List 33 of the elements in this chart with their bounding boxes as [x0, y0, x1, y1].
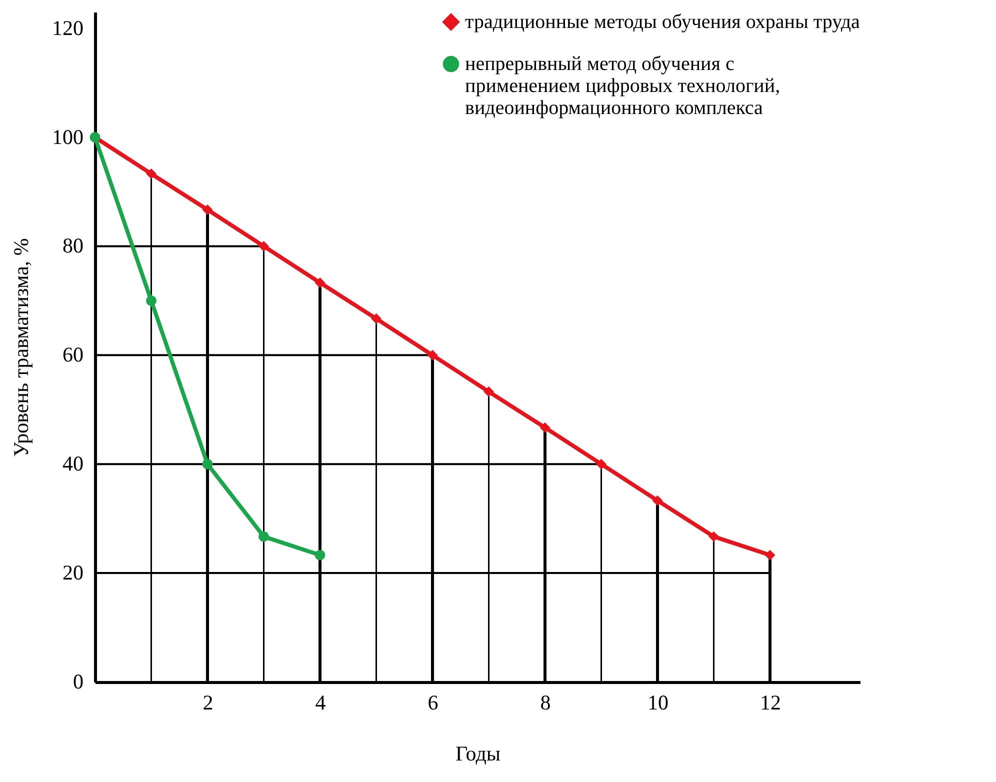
y-axis-title: Уровень травматизма, % [9, 238, 33, 457]
x-axis-title: Годы [456, 742, 500, 766]
y-tick-label: 20 [62, 560, 84, 585]
x-tick-label: 10 [648, 690, 668, 714]
y-tick-label: 80 [62, 234, 84, 258]
point [146, 295, 156, 306]
y-tick-label: 0 [73, 670, 84, 694]
legend-label: традиционные методы обучения охраны труда [465, 11, 860, 33]
point [652, 495, 663, 506]
point [202, 458, 213, 470]
x-tick-label: 6 [428, 690, 438, 714]
point [258, 240, 269, 252]
point [484, 386, 494, 397]
point [596, 458, 606, 470]
legend-label: непрерывный метод обучения с применением цифровых технологий, видеоинформационного комплекса [465, 53, 780, 119]
point [708, 531, 719, 542]
y-tick-label: 100 [52, 124, 84, 149]
point [258, 531, 269, 542]
point [314, 277, 326, 288]
x-tick-label: 2 [202, 690, 214, 714]
x-tick-label: 8 [540, 690, 551, 714]
point [427, 350, 438, 360]
y-tick-label: 60 [62, 342, 84, 367]
x-tick-label: 12 [760, 690, 781, 714]
point [146, 168, 156, 180]
y-tick-label: 40 [62, 452, 84, 476]
x-tick-label: 4 [315, 690, 326, 714]
point [202, 204, 213, 215]
point [314, 550, 326, 560]
point [540, 422, 550, 433]
point [371, 313, 382, 324]
point [764, 550, 776, 560]
y-tick-label: 120 [52, 16, 84, 40]
